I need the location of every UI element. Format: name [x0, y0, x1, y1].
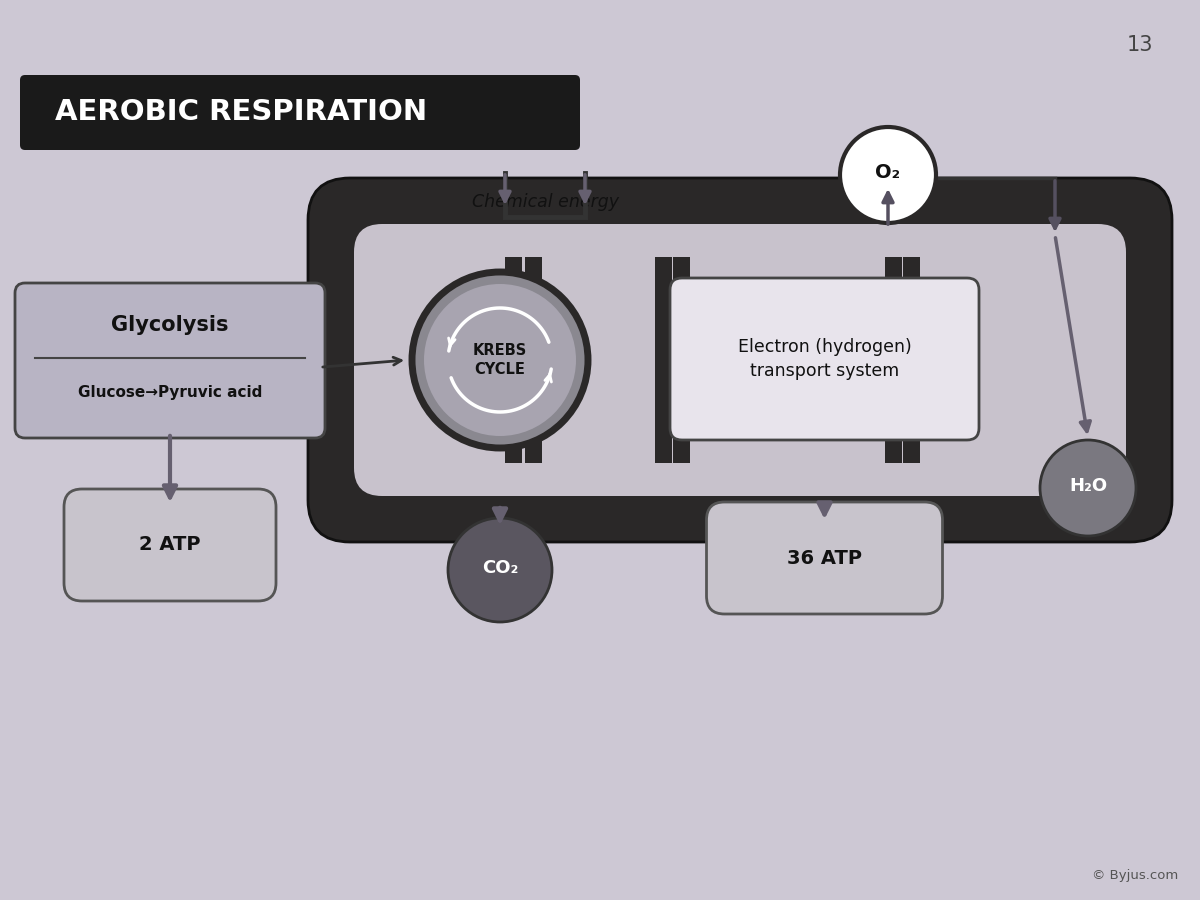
- Circle shape: [840, 127, 936, 223]
- FancyBboxPatch shape: [20, 75, 580, 150]
- Text: Glucose→Pyruvic acid: Glucose→Pyruvic acid: [78, 385, 262, 400]
- FancyBboxPatch shape: [670, 278, 979, 440]
- Text: Glycolysis: Glycolysis: [112, 315, 229, 336]
- Bar: [886, 257, 902, 463]
- Text: O₂: O₂: [876, 164, 900, 183]
- Circle shape: [424, 284, 576, 436]
- FancyBboxPatch shape: [707, 502, 942, 614]
- Text: KREBS
CYCLE: KREBS CYCLE: [473, 343, 527, 377]
- Bar: [526, 257, 542, 463]
- Text: AEROBIC RESPIRATION: AEROBIC RESPIRATION: [55, 98, 427, 127]
- Text: 13: 13: [1127, 35, 1153, 55]
- FancyBboxPatch shape: [354, 224, 1126, 496]
- FancyBboxPatch shape: [308, 178, 1172, 542]
- FancyBboxPatch shape: [64, 489, 276, 601]
- FancyBboxPatch shape: [14, 283, 325, 438]
- Text: 2 ATP: 2 ATP: [139, 536, 200, 554]
- Text: © Byjus.com: © Byjus.com: [1092, 868, 1178, 881]
- Bar: [505, 257, 522, 463]
- Text: Electron (hydrogen)
transport system: Electron (hydrogen) transport system: [738, 338, 911, 380]
- Bar: [655, 257, 672, 463]
- Bar: [902, 257, 920, 463]
- Circle shape: [448, 518, 552, 622]
- Text: 36 ATP: 36 ATP: [787, 548, 862, 568]
- Text: CO₂: CO₂: [482, 559, 518, 577]
- Text: Chemical energy: Chemical energy: [472, 193, 618, 211]
- Text: H₂O: H₂O: [1069, 477, 1108, 495]
- Circle shape: [1040, 440, 1136, 536]
- Bar: [673, 257, 690, 463]
- Circle shape: [412, 272, 588, 448]
